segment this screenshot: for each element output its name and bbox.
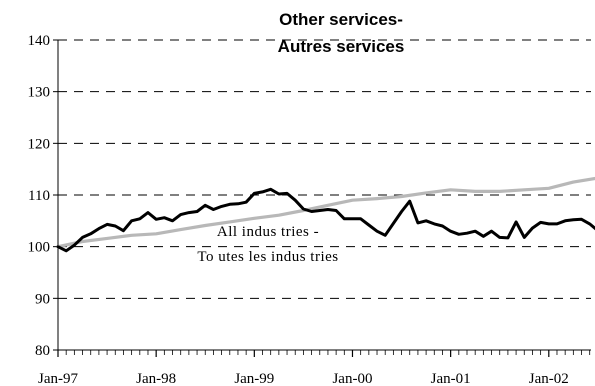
y-tick-label-100: 100: [28, 240, 51, 256]
x-tick-label-jan-98: Jan-98: [136, 371, 176, 386]
y-tick-label-90: 90: [35, 291, 50, 307]
chart-title-line-1: Other services-: [279, 10, 403, 29]
y-tick-label-80: 80: [35, 343, 50, 359]
axes: [53, 39, 591, 357]
gridlines: [58, 39, 591, 299]
x-tick-label-jan-99: Jan-99: [234, 371, 274, 386]
series-line-other-services: [56, 187, 595, 253]
x-tick-label-jan-01: Jan-01: [431, 371, 471, 386]
annotation-line-1: All indus tries -: [217, 224, 319, 240]
y-tick-label-130: 130: [28, 85, 51, 101]
annotation-line-2: To utes les indus tries: [197, 249, 338, 265]
series-line-all-industries: [56, 176, 595, 249]
y-tick-label-110: 110: [28, 188, 50, 204]
x-tick-label-jan-00: Jan-00: [332, 371, 372, 386]
series-lines: [56, 176, 595, 253]
x-tick-labels: Jan-97 Jan-98 Jan-99 Jan-00 Jan-01 Jan-02: [38, 371, 569, 386]
x-tick-label-jan-02: Jan-02: [529, 371, 569, 386]
y-tick-label-140: 140: [28, 33, 51, 49]
y-tick-labels: 140 130 120 110 100 90 80: [28, 33, 51, 359]
chart-title-line-2: Autres services: [278, 37, 405, 56]
x-tick-label-jan-97: Jan-97: [38, 371, 78, 386]
y-tick-label-120: 120: [28, 136, 51, 152]
